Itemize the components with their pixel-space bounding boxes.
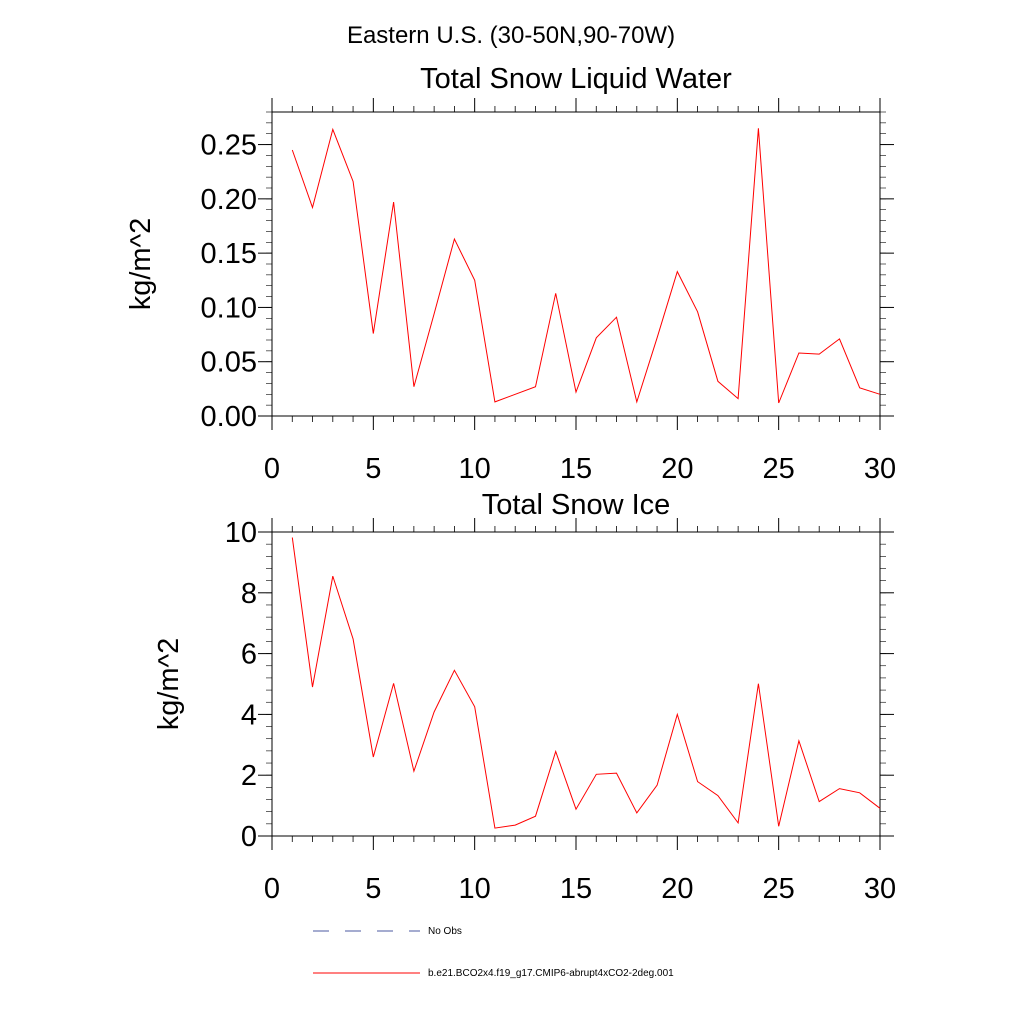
x-tick-label: 30 bbox=[864, 453, 896, 485]
x-tick-label: 25 bbox=[763, 873, 795, 905]
x-tick-label: 15 bbox=[560, 453, 592, 485]
chart-panel-snow-ice: 0 5 10 15 20 25 30 0 2 4 6 8 10 Total Snow Ice kg/m^2 bbox=[153, 489, 896, 905]
y-tick-label: 0.20 bbox=[201, 184, 257, 216]
x-tick-label: 15 bbox=[560, 873, 592, 905]
y-axis-label: kg/m^2 bbox=[125, 218, 157, 311]
x-tick-label: 0 bbox=[264, 453, 280, 485]
y-tick-label: 0.00 bbox=[201, 401, 257, 433]
x-tick-label: 10 bbox=[459, 453, 491, 485]
x-tick-label: 25 bbox=[763, 453, 795, 485]
y-tick-label: 0.10 bbox=[201, 292, 257, 324]
chart-panel-snow-liquid-water: 0 5 10 15 20 25 30 0.00 0.05 0.10 0.15 0.20 0.25 Tota… bbox=[125, 63, 896, 485]
x-tick-label: 0 bbox=[264, 873, 280, 905]
y-tick-label: 0.25 bbox=[201, 130, 257, 162]
y-axis-label: kg/m^2 bbox=[153, 638, 185, 731]
x-tick-label: 30 bbox=[864, 873, 896, 905]
y-tick-label: 10 bbox=[225, 517, 257, 549]
y-tick-label: 8 bbox=[241, 578, 257, 610]
series-line bbox=[291, 537, 881, 829]
x-tick-label: 20 bbox=[661, 453, 693, 485]
x-tick-label: 20 bbox=[661, 873, 693, 905]
figure-title: Eastern U.S. (30-50N,90-70W) bbox=[347, 22, 675, 49]
x-tick-label: 5 bbox=[365, 453, 381, 485]
chart-title: Total Snow Liquid Water bbox=[420, 63, 732, 95]
y-tick-label: 6 bbox=[241, 639, 257, 671]
y-tick-label: 0 bbox=[241, 821, 257, 853]
y-tick-label: 0.05 bbox=[201, 347, 257, 379]
y-tick-label: 2 bbox=[241, 760, 257, 792]
chart-title: Total Snow Ice bbox=[482, 489, 671, 521]
legend-label-model-run: b.e21.BCO2x4.f19_g17.CMIP6-abrupt4xCO2-2… bbox=[428, 968, 674, 979]
y-tick-label: 0.15 bbox=[201, 238, 257, 270]
legend-label-no-obs: No Obs bbox=[428, 926, 462, 937]
x-tick-label: 5 bbox=[365, 873, 381, 905]
series-line bbox=[291, 127, 881, 404]
legend: No Obs b.e21.BCO2x4.f19_g17.CMIP6-abrupt… bbox=[313, 926, 674, 979]
y-tick-label: 4 bbox=[241, 699, 257, 731]
x-tick-label: 10 bbox=[459, 873, 491, 905]
